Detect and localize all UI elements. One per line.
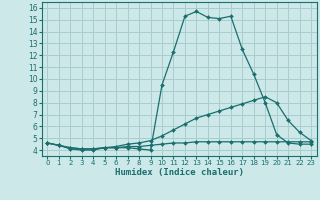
X-axis label: Humidex (Indice chaleur): Humidex (Indice chaleur) <box>115 168 244 177</box>
